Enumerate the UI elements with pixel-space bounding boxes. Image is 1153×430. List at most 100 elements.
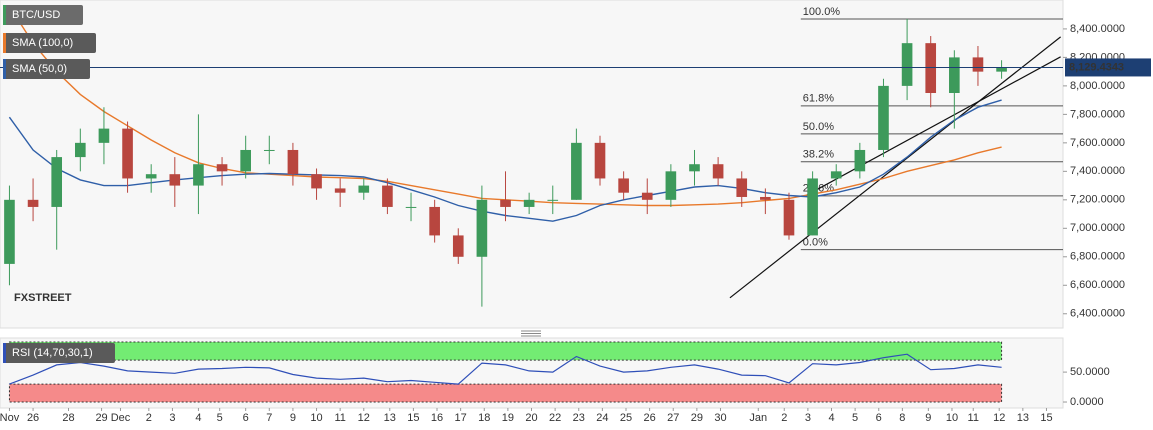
x-tick-label: 5 (852, 412, 858, 424)
x-tick-label: 22 (549, 412, 561, 424)
x-tick-label: 29 (95, 412, 107, 424)
fib-label: 0.0% (803, 237, 828, 249)
x-tick-label: 29 (691, 412, 703, 424)
candle-body (287, 149, 299, 175)
x-tick-label: 11 (334, 412, 345, 424)
x-tick-label: 16 (431, 412, 443, 424)
x-tick-label: 6 (876, 412, 882, 424)
fib-label: 100.0% (803, 6, 841, 18)
candle-body (145, 174, 157, 179)
y-tick-label: 7,600.0000 (1070, 137, 1125, 149)
x-tick-label: 7 (266, 412, 272, 424)
y-tick-label: 7,800.0000 (1070, 108, 1125, 120)
candle-body (854, 149, 866, 172)
x-tick-label: 30 (714, 412, 726, 424)
x-tick-label: 15 (407, 412, 419, 424)
trendline (805, 56, 1061, 197)
x-tick-label: 25 (620, 412, 632, 424)
watermark-street: STREET (28, 292, 72, 304)
x-tick-label: 12 (358, 412, 370, 424)
candle-body (334, 188, 346, 193)
x-tick-label: 2 (781, 412, 787, 424)
legend-swatch (3, 343, 6, 363)
x-tick-label: Jan (749, 412, 767, 424)
candle-body (949, 57, 960, 94)
x-tick-label: 17 (455, 412, 467, 424)
x-tick-label: 20 (525, 412, 537, 424)
candle-body (4, 199, 15, 264)
candle-body (807, 178, 818, 236)
y-tick-label: 6,800.0000 (1070, 251, 1125, 263)
x-tick-label: 13 (1017, 412, 1029, 424)
last-price-label: 8,129.4343 (1069, 61, 1124, 73)
x-tick-label: 3 (805, 412, 811, 424)
watermark-fx: FX (14, 292, 29, 304)
candle-body (665, 171, 677, 200)
x-tick-label: 15 (1040, 412, 1052, 424)
x-tick-label: 9 (290, 412, 296, 424)
candle-body (169, 174, 181, 186)
y-tick-label: 6,400.0000 (1070, 308, 1125, 320)
legend-entry: SMA (50,0) (12, 63, 67, 75)
x-tick-label: 12 (993, 412, 1005, 424)
candle-body (523, 199, 535, 207)
legend-swatch (3, 59, 6, 79)
legend-symbol: BTC/USD (12, 9, 60, 21)
candle-body (783, 199, 795, 236)
x-tick-label: 2 (146, 412, 152, 424)
legend-box (3, 343, 115, 363)
fib-label: 61.8% (803, 93, 834, 105)
last-price-box (1065, 58, 1151, 77)
candle-body (500, 199, 511, 207)
x-tick-label: 11 (968, 412, 979, 424)
candle-body (736, 178, 748, 197)
x-tick-label: Nov (0, 412, 20, 424)
panel-resize-handle[interactable] (521, 330, 541, 337)
x-tick-label: 26 (643, 412, 655, 424)
y-tick-label: 7,000.0000 (1070, 222, 1125, 234)
candle-body (618, 178, 629, 193)
candle-body (594, 142, 606, 179)
x-tick-label: 28 (62, 412, 74, 424)
rsi-line (9, 353, 1002, 385)
trendline (729, 36, 1062, 299)
legend-box (3, 33, 96, 53)
x-tick-label: 23 (573, 412, 585, 424)
price-panel (0, 0, 1064, 329)
candle-body (429, 206, 440, 236)
candle-body (571, 142, 582, 200)
y-tick-label: 7,400.0000 (1070, 165, 1125, 177)
x-tick-label: 24 (596, 412, 608, 424)
x-tick-label: 8 (899, 412, 905, 424)
x-tick-label: 19 (502, 412, 514, 424)
legend-box (3, 59, 90, 79)
candle-body (216, 164, 228, 172)
candle-body (712, 164, 724, 179)
candle-body (98, 128, 110, 143)
x-tick-label: 5 (217, 412, 223, 424)
x-tick-label: 6 (243, 412, 249, 424)
legend-box (3, 5, 83, 25)
candle-body (358, 185, 370, 193)
y-tick-label: 6,600.0000 (1070, 279, 1125, 291)
overbought-zone (8, 341, 1003, 361)
x-tick-label: 13 (384, 412, 396, 424)
candle-body (193, 164, 204, 186)
x-tick-label: Dec (111, 412, 131, 424)
y-tick-label: 0.0000 (1070, 396, 1104, 408)
candle-body (240, 149, 251, 172)
candle-body (476, 199, 488, 257)
y-tick-label: 8,000.0000 (1070, 80, 1125, 92)
candle-body (996, 67, 1007, 72)
x-tick-label: 10 (946, 412, 958, 424)
candle-body (122, 128, 133, 179)
legend-swatch (3, 33, 6, 53)
candle-body (901, 43, 913, 86)
legend-entry: RSI (14,70,30,1) (12, 347, 93, 359)
x-tick-label: 27 (667, 412, 679, 424)
candle-body (311, 174, 322, 189)
oversold-zone (8, 383, 1003, 403)
x-tick-label: 18 (478, 412, 490, 424)
candle-body (972, 57, 984, 72)
